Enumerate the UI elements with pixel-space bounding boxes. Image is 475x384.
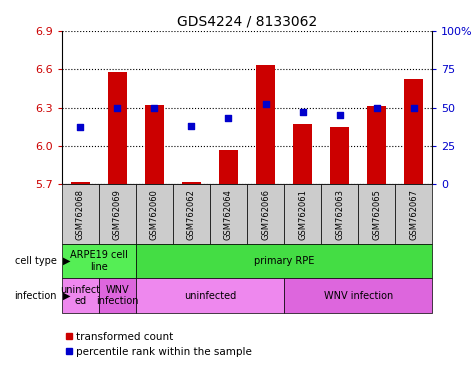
Bar xyxy=(284,278,432,313)
Point xyxy=(262,101,269,108)
Bar xyxy=(210,184,247,244)
Title: GDS4224 / 8133062: GDS4224 / 8133062 xyxy=(177,14,317,28)
Point xyxy=(151,104,158,111)
Bar xyxy=(173,184,210,244)
Text: infection: infection xyxy=(15,291,57,301)
Point xyxy=(114,104,121,111)
Bar xyxy=(62,184,99,244)
Bar xyxy=(182,182,201,184)
Text: GSM762062: GSM762062 xyxy=(187,189,196,240)
Point xyxy=(225,115,232,121)
Text: uninfect
ed: uninfect ed xyxy=(60,285,100,306)
Bar xyxy=(395,184,432,244)
Bar xyxy=(71,182,89,184)
Bar xyxy=(99,278,136,313)
Bar xyxy=(99,184,136,244)
Bar xyxy=(284,184,321,244)
Point xyxy=(299,109,306,115)
Text: GSM762067: GSM762067 xyxy=(409,189,418,240)
Text: uninfected: uninfected xyxy=(184,291,236,301)
Text: WNV infection: WNV infection xyxy=(323,291,393,301)
Text: GSM762069: GSM762069 xyxy=(113,189,122,240)
Point xyxy=(410,104,418,111)
Bar xyxy=(368,106,386,184)
Text: GSM762066: GSM762066 xyxy=(261,189,270,240)
Bar xyxy=(293,124,312,184)
Bar xyxy=(136,184,173,244)
Text: GSM762061: GSM762061 xyxy=(298,189,307,240)
Text: ▶: ▶ xyxy=(63,256,70,266)
Text: GSM762063: GSM762063 xyxy=(335,189,344,240)
Text: ARPE19 cell
line: ARPE19 cell line xyxy=(70,250,128,272)
Text: GSM762060: GSM762060 xyxy=(150,189,159,240)
Bar xyxy=(136,278,284,313)
Bar xyxy=(108,72,126,184)
Text: ▶: ▶ xyxy=(63,291,70,301)
Point xyxy=(336,112,343,118)
Text: GSM762065: GSM762065 xyxy=(372,189,381,240)
Text: cell type: cell type xyxy=(15,256,57,266)
Bar xyxy=(358,184,395,244)
Bar xyxy=(405,79,423,184)
Point xyxy=(373,104,380,111)
Text: primary RPE: primary RPE xyxy=(254,256,314,266)
Legend: transformed count, percentile rank within the sample: transformed count, percentile rank withi… xyxy=(62,328,256,361)
Text: WNV
infection: WNV infection xyxy=(96,285,139,306)
Bar xyxy=(256,65,275,184)
Text: GSM762064: GSM762064 xyxy=(224,189,233,240)
Bar xyxy=(136,244,432,278)
Point xyxy=(76,124,84,131)
Bar xyxy=(331,127,349,184)
Bar xyxy=(62,244,136,278)
Bar xyxy=(321,184,358,244)
Bar xyxy=(145,105,163,184)
Point xyxy=(188,123,195,129)
Bar xyxy=(62,278,99,313)
Bar xyxy=(219,150,238,184)
Text: GSM762068: GSM762068 xyxy=(76,189,85,240)
Bar xyxy=(247,184,284,244)
